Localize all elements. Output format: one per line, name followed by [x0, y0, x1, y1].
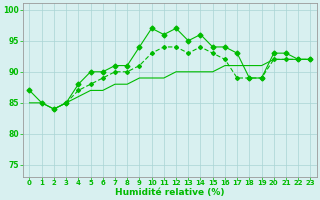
- X-axis label: Humidité relative (%): Humidité relative (%): [115, 188, 225, 197]
